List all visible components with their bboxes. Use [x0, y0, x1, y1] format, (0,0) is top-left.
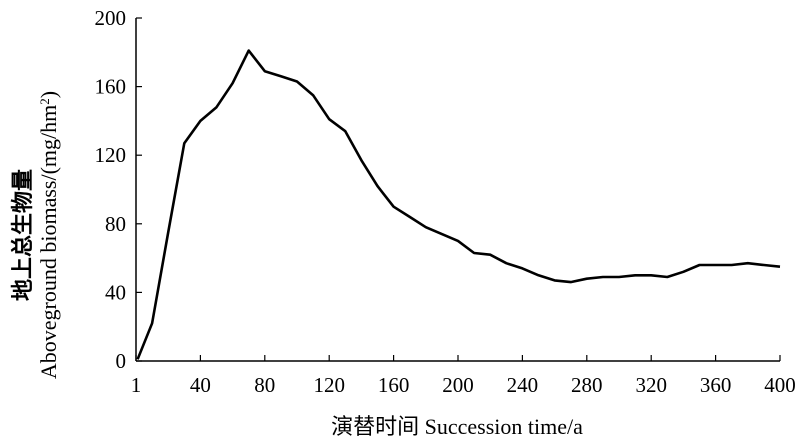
x-tick-label: 360: [700, 373, 732, 397]
x-tick-label: 240: [507, 373, 539, 397]
y-axis-title-english-close: ): [36, 91, 61, 98]
x-tick-label: 80: [254, 373, 275, 397]
y-tick-label: 80: [105, 212, 126, 236]
y-axis-title-exponent: 2: [37, 98, 52, 105]
x-tick-label: 400: [764, 373, 796, 397]
x-tick-label: 40: [190, 373, 211, 397]
x-tick-label: 160: [378, 373, 410, 397]
y-axis-title-chinese: 地上总生物量: [10, 169, 35, 301]
x-tick-label: 120: [313, 373, 345, 397]
x-tick-label: 200: [442, 373, 474, 397]
x-tick-label: 1: [131, 373, 142, 397]
x-tick-label: 280: [571, 373, 603, 397]
x-tick-label: 320: [635, 373, 667, 397]
y-axis-title: 地上总生物量 Aboveground biomass/(mg/hm2): [10, 91, 61, 379]
y-axis-title-english-main: Aboveground biomass/(mg/hm: [36, 105, 61, 379]
y-tick-label: 40: [105, 280, 126, 304]
series: [136, 49, 781, 360]
series-line: [136, 49, 781, 360]
y-tick-label: 200: [95, 6, 127, 30]
x-axis-title: 演替时间 Succession time/a: [331, 414, 583, 439]
y-tick-label: 0: [116, 349, 127, 373]
y-tick-label: 120: [95, 143, 127, 167]
y-tick-label: 160: [95, 75, 127, 99]
y-axis-title-english: Aboveground biomass/(mg/hm2): [36, 91, 61, 379]
axes: [135, 18, 780, 362]
